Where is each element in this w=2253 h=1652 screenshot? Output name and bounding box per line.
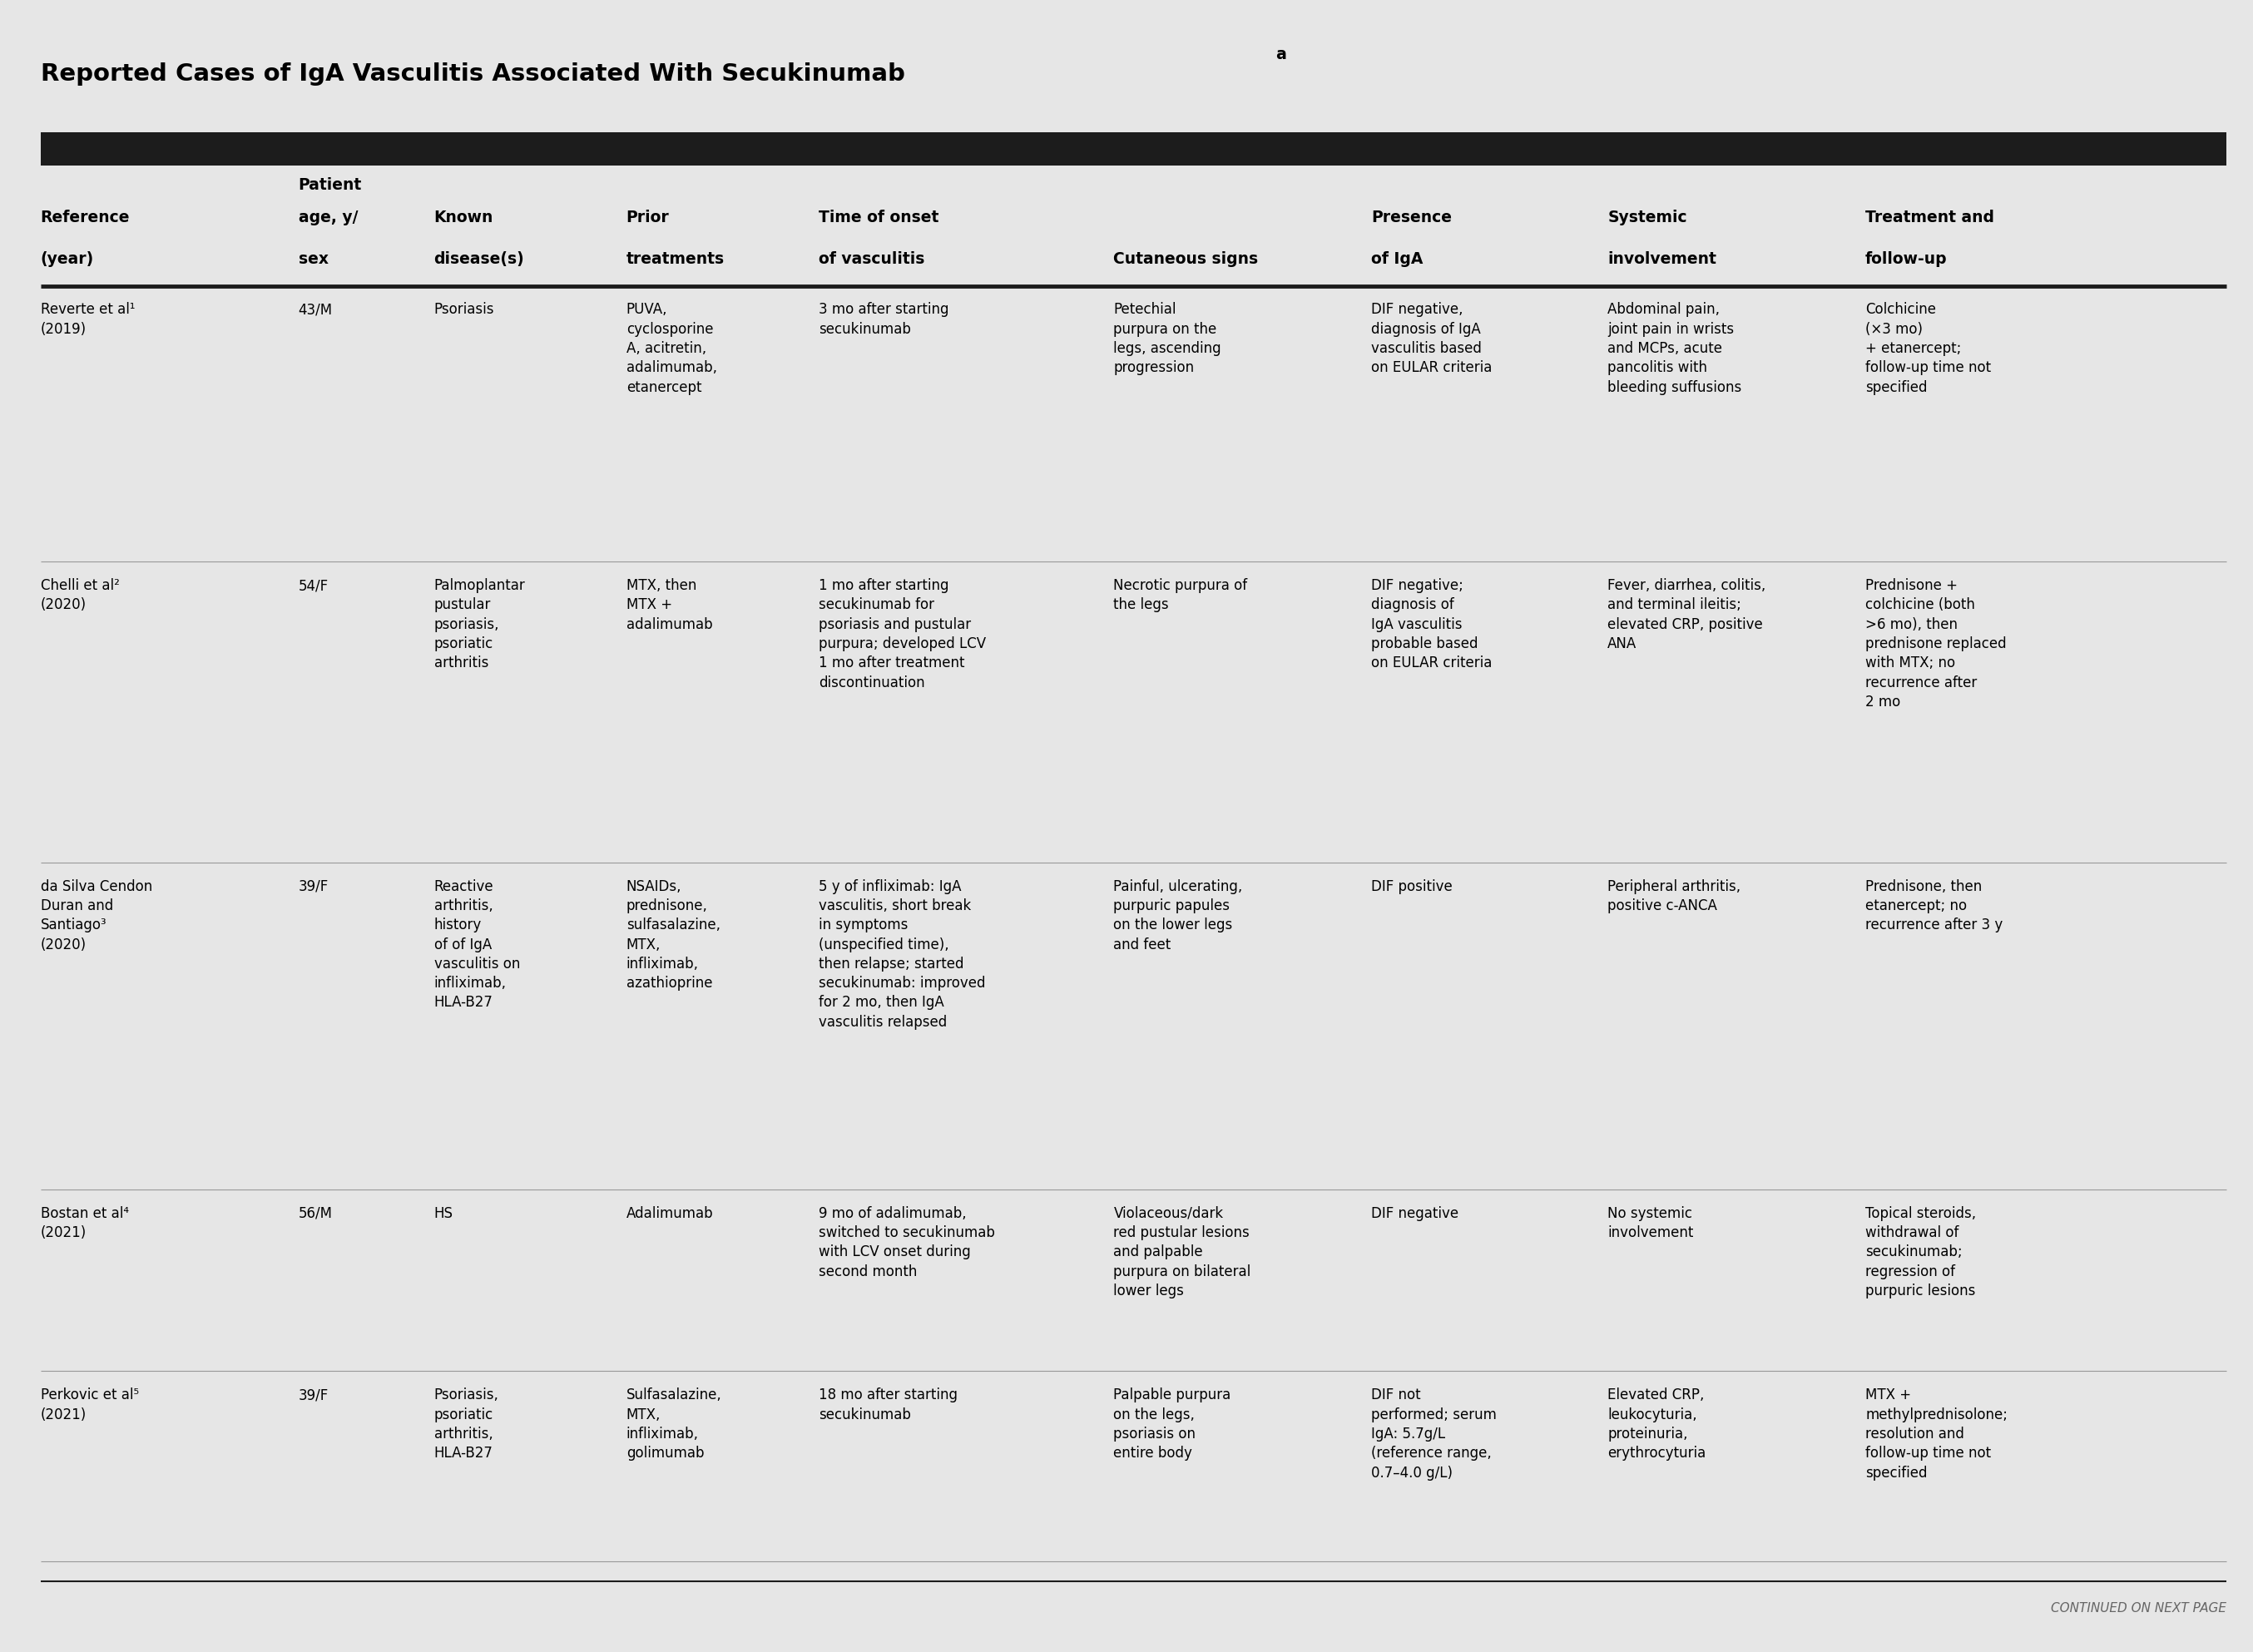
Text: 5 y of infliximab: IgA
vasculitis, short break
in symptoms
(unspecified time),
t: 5 y of infliximab: IgA vasculitis, short…	[818, 879, 985, 1029]
Text: Abdominal pain,
joint pain in wrists
and MCPs, acute
pancolitis with
bleeding su: Abdominal pain, joint pain in wrists and…	[1606, 302, 1742, 395]
Text: Psoriasis,
psoriatic
arthritis,
HLA-B27: Psoriasis, psoriatic arthritis, HLA-B27	[435, 1388, 498, 1460]
Text: Reference: Reference	[41, 210, 131, 226]
Text: NSAIDs,
prednisone,
sulfasalazine,
MTX,
infliximab,
azathioprine: NSAIDs, prednisone, sulfasalazine, MTX, …	[626, 879, 721, 991]
Text: age, y/: age, y/	[297, 210, 358, 226]
Text: Systemic: Systemic	[1606, 210, 1687, 226]
Text: DIF negative: DIF negative	[1372, 1206, 1460, 1221]
Text: 1 mo after starting
secukinumab for
psoriasis and pustular
purpura; developed LC: 1 mo after starting secukinumab for psor…	[818, 578, 987, 691]
Text: Perkovic et al⁵
(2021): Perkovic et al⁵ (2021)	[41, 1388, 140, 1422]
Text: CONTINUED ON NEXT PAGE: CONTINUED ON NEXT PAGE	[2050, 1602, 2226, 1616]
Text: HS: HS	[435, 1206, 453, 1221]
Text: Reverte et al¹
(2019): Reverte et al¹ (2019)	[41, 302, 135, 337]
Text: No systemic
involvement: No systemic involvement	[1606, 1206, 1694, 1241]
Text: (year): (year)	[41, 251, 95, 268]
Text: 39/F: 39/F	[297, 879, 329, 894]
Text: 43/M: 43/M	[297, 302, 333, 317]
Text: Prednisone, then
etanercept; no
recurrence after 3 y: Prednisone, then etanercept; no recurren…	[1865, 879, 2003, 933]
Text: Reported Cases of IgA Vasculitis Associated With Secukinumab: Reported Cases of IgA Vasculitis Associa…	[41, 63, 906, 86]
Text: Fever, diarrhea, colitis,
and terminal ileitis;
elevated CRP, positive
ANA: Fever, diarrhea, colitis, and terminal i…	[1606, 578, 1766, 651]
Text: sex: sex	[297, 251, 329, 268]
Text: disease(s): disease(s)	[435, 251, 525, 268]
Text: Painful, ulcerating,
purpuric papules
on the lower legs
and feet: Painful, ulcerating, purpuric papules on…	[1113, 879, 1244, 952]
Text: MTX, then
MTX +
adalimumab: MTX, then MTX + adalimumab	[626, 578, 712, 633]
Text: da Silva Cendon
Duran and
Santiago³
(2020): da Silva Cendon Duran and Santiago³ (202…	[41, 879, 153, 952]
Text: Time of onset: Time of onset	[818, 210, 940, 226]
Text: DIF not
performed; serum
IgA: 5.7g/L
(reference range,
0.7–4.0 g/L): DIF not performed; serum IgA: 5.7g/L (re…	[1372, 1388, 1496, 1480]
Text: Prior: Prior	[626, 210, 669, 226]
Text: treatments: treatments	[626, 251, 725, 268]
Text: MTX +
methylprednisolone;
resolution and
follow-up time not
specified: MTX + methylprednisolone; resolution and…	[1865, 1388, 2007, 1480]
Text: Chelli et al²
(2020): Chelli et al² (2020)	[41, 578, 119, 613]
Text: Cutaneous signs: Cutaneous signs	[1113, 251, 1259, 268]
Text: PUVA,
cyclosporine
A, acitretin,
adalimumab,
etanercept: PUVA, cyclosporine A, acitretin, adalimu…	[626, 302, 716, 395]
Text: Reactive
arthritis,
history
of of IgA
vasculitis on
infliximab,
HLA-B27: Reactive arthritis, history of of IgA va…	[435, 879, 520, 1011]
Text: Sulfasalazine,
MTX,
infliximab,
golimumab: Sulfasalazine, MTX, infliximab, golimuma…	[626, 1388, 721, 1460]
Text: 9 mo of adalimumab,
switched to secukinumab
with LCV onset during
second month: 9 mo of adalimumab, switched to secukinu…	[818, 1206, 996, 1279]
Text: Violaceous/dark
red pustular lesions
and palpable
purpura on bilateral
lower leg: Violaceous/dark red pustular lesions and…	[1113, 1206, 1250, 1298]
Text: of IgA: of IgA	[1372, 251, 1424, 268]
Text: Patient: Patient	[297, 177, 363, 193]
Text: DIF positive: DIF positive	[1372, 879, 1453, 894]
Text: Peripheral arthritis,
positive c-ANCA: Peripheral arthritis, positive c-ANCA	[1606, 879, 1742, 914]
Text: 56/M: 56/M	[297, 1206, 333, 1221]
Text: 18 mo after starting
secukinumab: 18 mo after starting secukinumab	[818, 1388, 958, 1422]
Text: DIF negative,
diagnosis of IgA
vasculitis based
on EULAR criteria: DIF negative, diagnosis of IgA vasculiti…	[1372, 302, 1491, 375]
Text: follow-up: follow-up	[1865, 251, 1947, 268]
Text: involvement: involvement	[1606, 251, 1717, 268]
Text: Known: Known	[435, 210, 493, 226]
Text: 3 mo after starting
secukinumab: 3 mo after starting secukinumab	[818, 302, 949, 337]
Text: Adalimumab: Adalimumab	[626, 1206, 714, 1221]
Text: Treatment and: Treatment and	[1865, 210, 1994, 226]
Text: Colchicine
(×3 mo)
+ etanercept;
follow-up time not
specified: Colchicine (×3 mo) + etanercept; follow-…	[1865, 302, 1992, 395]
Text: Presence: Presence	[1372, 210, 1453, 226]
FancyBboxPatch shape	[41, 132, 2226, 165]
Text: a: a	[1275, 46, 1286, 63]
Text: 39/F: 39/F	[297, 1388, 329, 1403]
Text: Topical steroids,
withdrawal of
secukinumab;
regression of
purpuric lesions: Topical steroids, withdrawal of secukinu…	[1865, 1206, 1976, 1298]
Text: 54/F: 54/F	[297, 578, 329, 593]
Text: Palmoplantar
pustular
psoriasis,
psoriatic
arthritis: Palmoplantar pustular psoriasis, psoriat…	[435, 578, 525, 671]
Text: Psoriasis: Psoriasis	[435, 302, 493, 317]
Text: Bostan et al⁴
(2021): Bostan et al⁴ (2021)	[41, 1206, 128, 1241]
Text: Palpable purpura
on the legs,
psoriasis on
entire body: Palpable purpura on the legs, psoriasis …	[1113, 1388, 1230, 1460]
Text: Elevated CRP,
leukocyturia,
proteinuria,
erythrocyturia: Elevated CRP, leukocyturia, proteinuria,…	[1606, 1388, 1706, 1460]
Text: Prednisone +
colchicine (both
>6 mo), then
prednisone replaced
with MTX; no
recu: Prednisone + colchicine (both >6 mo), th…	[1865, 578, 2007, 710]
Text: Petechial
purpura on the
legs, ascending
progression: Petechial purpura on the legs, ascending…	[1113, 302, 1221, 375]
Text: of vasculitis: of vasculitis	[818, 251, 924, 268]
Text: Necrotic purpura of
the legs: Necrotic purpura of the legs	[1113, 578, 1248, 613]
Text: DIF negative;
diagnosis of
IgA vasculitis
probable based
on EULAR criteria: DIF negative; diagnosis of IgA vasculiti…	[1372, 578, 1491, 671]
